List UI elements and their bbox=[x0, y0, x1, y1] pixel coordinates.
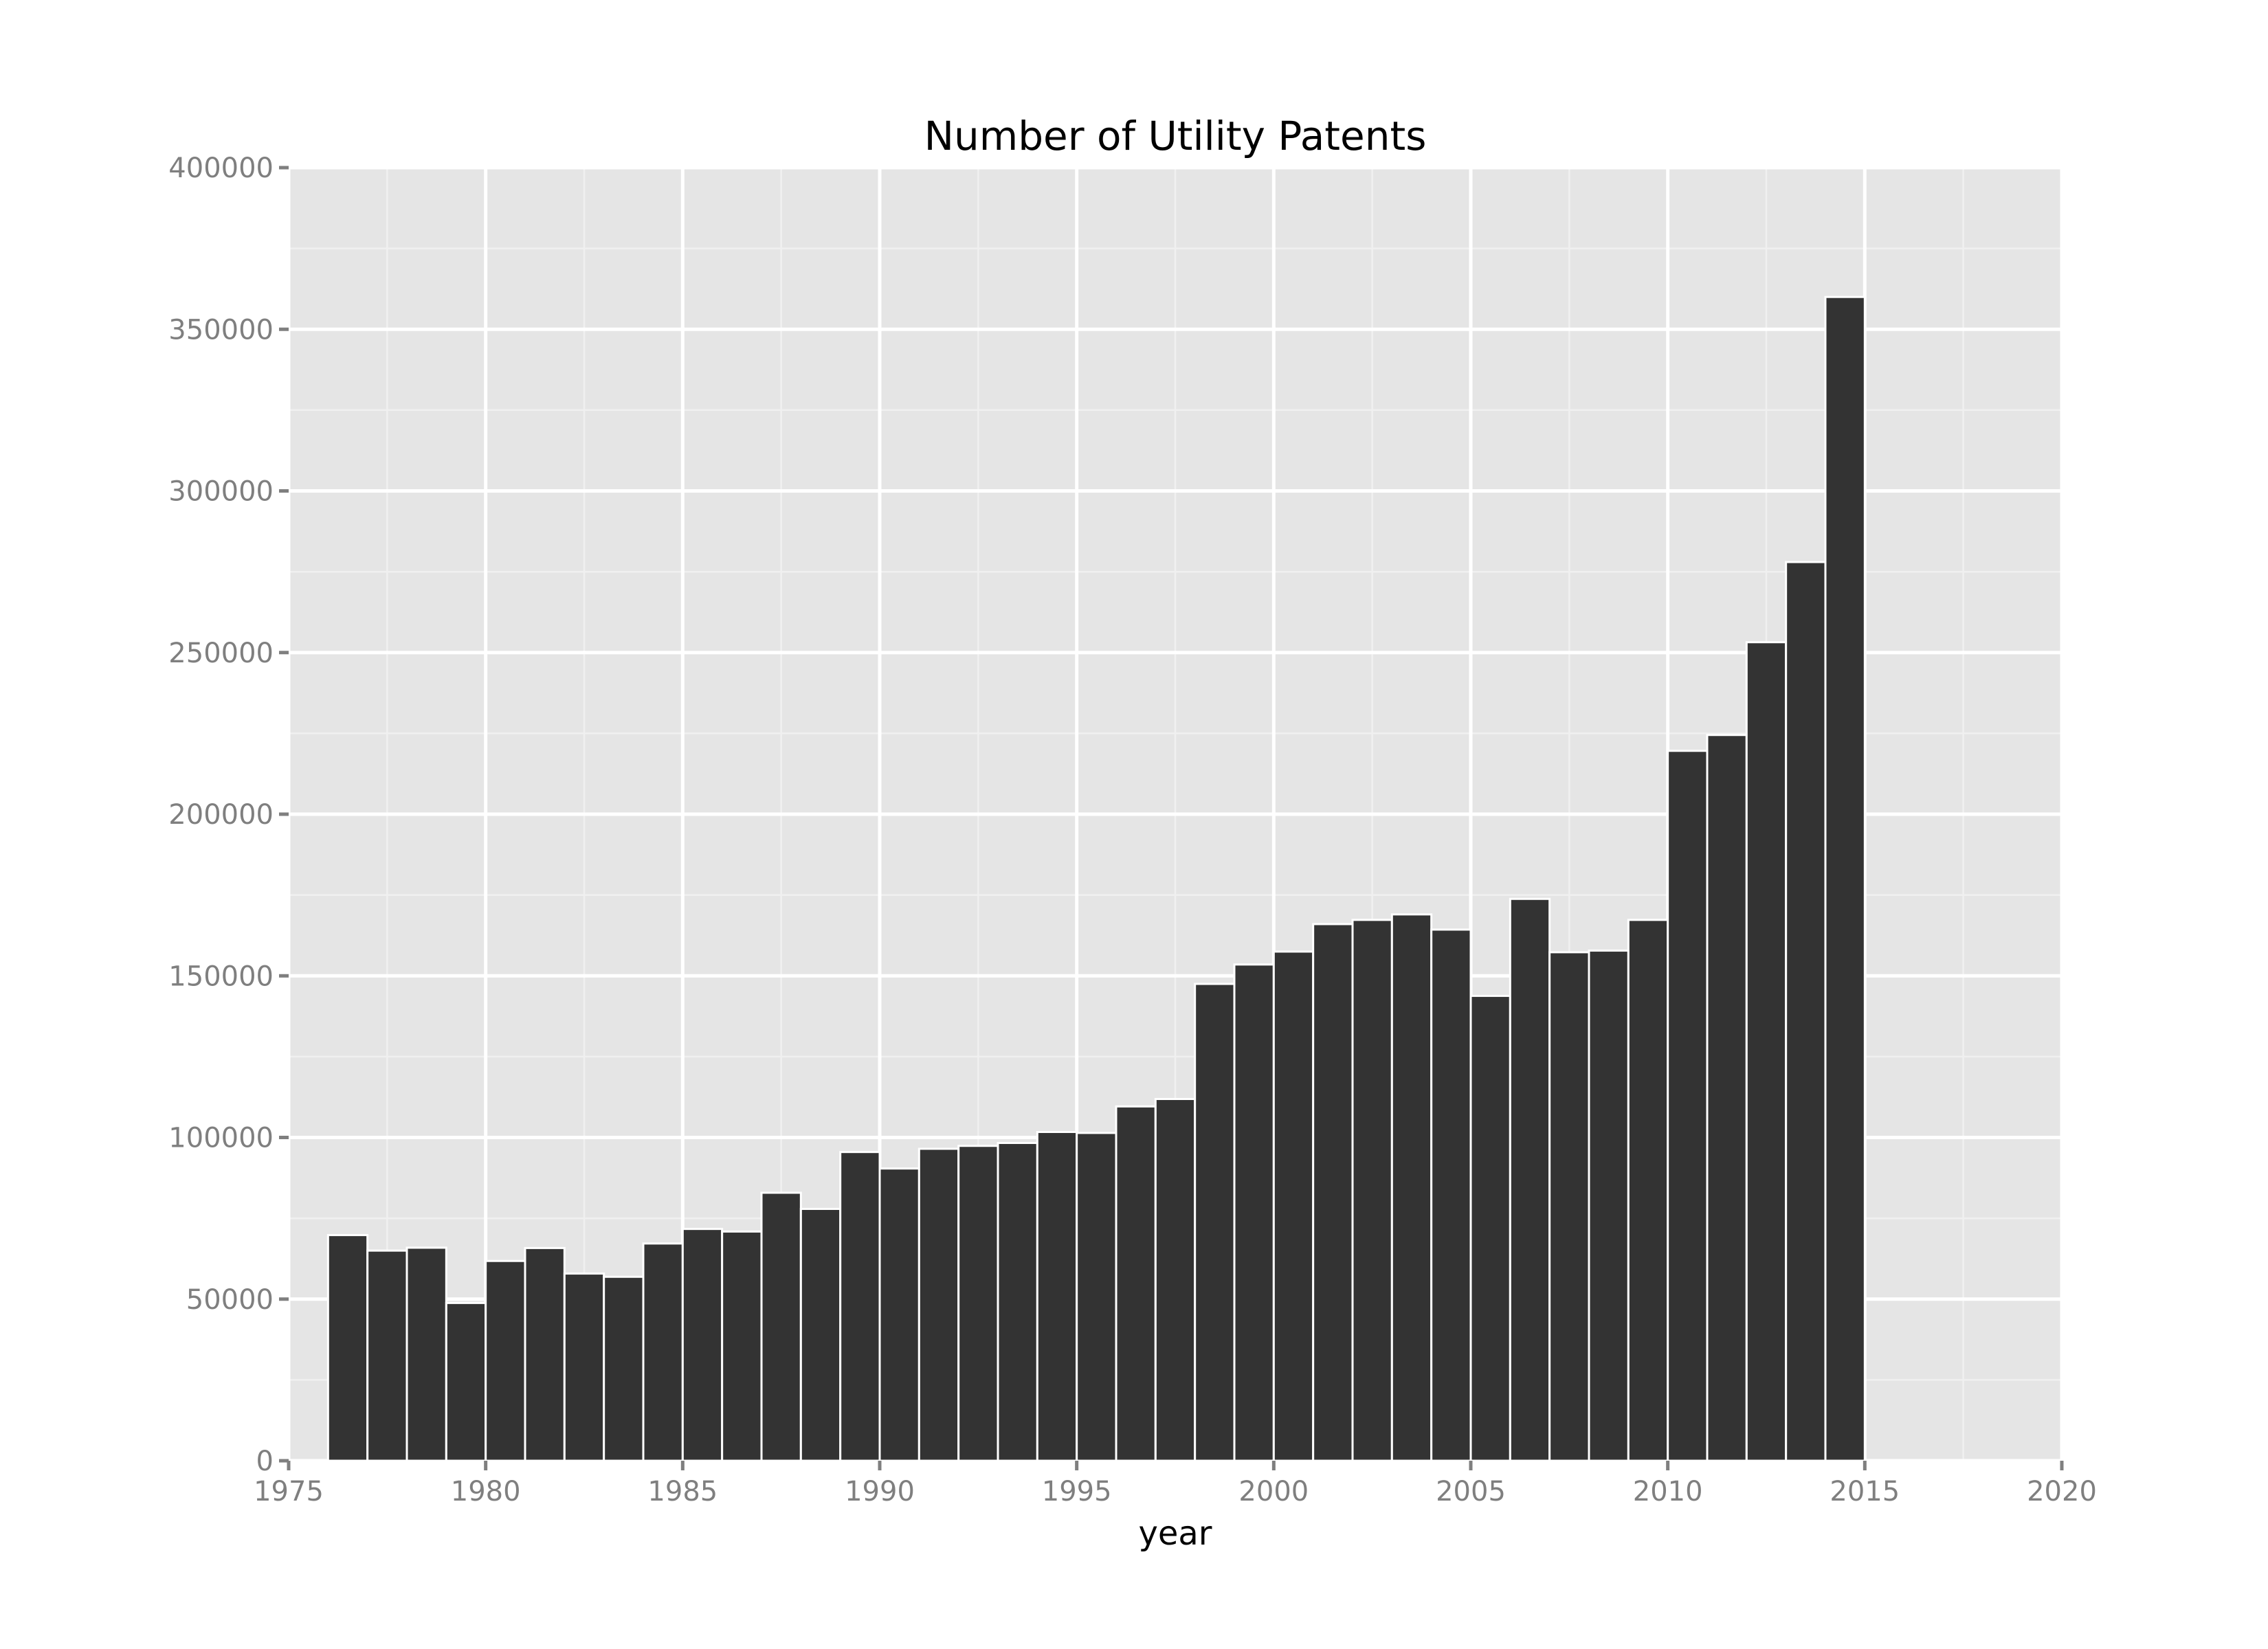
bar-2004 bbox=[1432, 930, 1471, 1461]
y-tick-label: 400000 bbox=[168, 153, 274, 184]
bar-1989 bbox=[841, 1152, 880, 1461]
x-tick-label: 2020 bbox=[2027, 1476, 2097, 1507]
bar-1985 bbox=[682, 1229, 722, 1461]
y-tick-label: 300000 bbox=[168, 476, 274, 508]
bar-1998 bbox=[1195, 984, 1234, 1461]
x-tick-label: 1975 bbox=[254, 1476, 324, 1507]
bar-1984 bbox=[643, 1244, 682, 1461]
chart-title: Number of Utility Patents bbox=[924, 113, 1427, 159]
bar-1987 bbox=[761, 1193, 801, 1461]
x-tick-label: 2000 bbox=[1238, 1476, 1309, 1507]
bar-1979 bbox=[446, 1303, 485, 1461]
x-tick-label: 1990 bbox=[845, 1476, 915, 1507]
bar-1996 bbox=[1116, 1106, 1155, 1461]
bar-1997 bbox=[1155, 1099, 1194, 1461]
y-tick-label: 250000 bbox=[168, 638, 274, 669]
bar-1980 bbox=[486, 1261, 525, 1461]
bar-2011 bbox=[1707, 735, 1746, 1461]
y-tick-label: 0 bbox=[256, 1446, 274, 1477]
bar-1976 bbox=[328, 1235, 367, 1461]
bar-1977 bbox=[368, 1250, 407, 1461]
bar-2000 bbox=[1274, 952, 1313, 1461]
y-tick-label: 50000 bbox=[186, 1284, 274, 1316]
bar-1982 bbox=[564, 1274, 603, 1461]
y-tick-label: 350000 bbox=[168, 314, 274, 346]
x-tick-label: 2005 bbox=[1436, 1476, 1506, 1507]
bar-2012 bbox=[1746, 642, 1786, 1461]
bar-1990 bbox=[880, 1169, 919, 1461]
y-tick-label: 100000 bbox=[168, 1123, 274, 1154]
bar-2001 bbox=[1313, 924, 1353, 1461]
y-tick-label: 200000 bbox=[168, 799, 274, 831]
bar-2010 bbox=[1668, 751, 1707, 1461]
bar-2005 bbox=[1471, 996, 1510, 1461]
bar-2002 bbox=[1353, 920, 1392, 1461]
x-tick-label: 2015 bbox=[1830, 1476, 1900, 1507]
bar-2007 bbox=[1550, 952, 1589, 1461]
x-axis-label: year bbox=[1138, 1514, 1212, 1553]
bar-1994 bbox=[1037, 1132, 1076, 1461]
bar-1993 bbox=[998, 1143, 1037, 1461]
bar-2014 bbox=[1825, 297, 1865, 1461]
bar-2006 bbox=[1510, 899, 1549, 1461]
bar-2013 bbox=[1786, 562, 1825, 1461]
bar-1995 bbox=[1077, 1133, 1116, 1461]
bar-1978 bbox=[407, 1248, 446, 1461]
x-tick-label: 2010 bbox=[1633, 1476, 1703, 1507]
x-tick-label: 1985 bbox=[647, 1476, 718, 1507]
bar-1986 bbox=[722, 1231, 761, 1461]
x-tick-label: 1995 bbox=[1042, 1476, 1112, 1507]
y-axis: 0 50000 100000 150000 200000 250000 300000 3500… bbox=[168, 153, 289, 1477]
bar-1999 bbox=[1234, 965, 1274, 1461]
x-tick-label: 1980 bbox=[451, 1476, 521, 1507]
bar-1992 bbox=[959, 1146, 998, 1461]
bar-2003 bbox=[1392, 915, 1431, 1461]
bar-1983 bbox=[604, 1277, 643, 1461]
bar-2009 bbox=[1628, 920, 1667, 1461]
y-tick-label: 150000 bbox=[168, 961, 274, 992]
bar-1981 bbox=[525, 1248, 564, 1461]
bar-1991 bbox=[919, 1149, 958, 1461]
x-axis: 1975 1980 1985 1990 1995 2000 2005 2010 2015 2020 bbox=[254, 1461, 2097, 1507]
bar-2008 bbox=[1589, 951, 1628, 1461]
bar-1988 bbox=[801, 1209, 840, 1461]
